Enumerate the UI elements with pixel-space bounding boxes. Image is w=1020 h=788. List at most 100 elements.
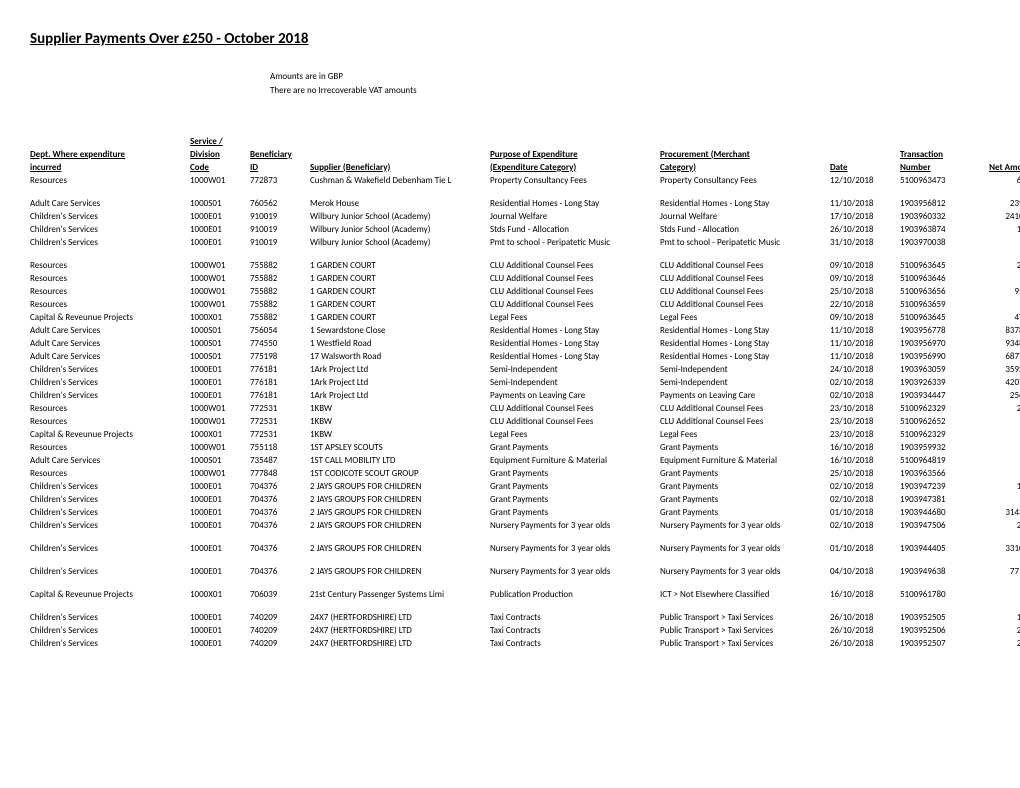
table-cell: 1903952507	[900, 638, 975, 649]
table-cell: 09/10/2018	[830, 312, 900, 323]
table-cell: 1903956970	[900, 338, 975, 349]
table-cell: 2379	[975, 260, 1020, 271]
table-cell: Children's Services	[30, 494, 190, 505]
table-cell: CLU Additional Counsel Fees	[490, 416, 660, 427]
table-cell: 11/10/2018	[830, 198, 900, 209]
table-cell: 755882	[250, 286, 310, 297]
table-cell: CLU Additional Counsel Fees	[660, 286, 830, 297]
table-cell: Publication Production	[490, 589, 660, 600]
table-cell: Nursery Payments for 3 year olds	[660, 566, 830, 577]
table-cell: 1000X01	[190, 312, 250, 323]
table-cell: Stds Fund - Allocation	[490, 224, 660, 235]
table-cell: 256.85	[975, 390, 1020, 401]
table-cell: Wilbury Junior School (Academy)	[310, 224, 490, 235]
table-cell: Children's Services	[30, 377, 190, 388]
table-cell: 1000E01	[190, 237, 250, 248]
table-cell: 02/10/2018	[830, 390, 900, 401]
note-gbp: Amounts are in GBP	[270, 70, 990, 84]
table-cell: Resources	[30, 286, 190, 297]
table-cell: 01/10/2018	[830, 543, 900, 554]
row-spacer	[30, 533, 1020, 541]
table-cell: Nursery Payments for 3 year olds	[490, 566, 660, 577]
table-cell: 910019	[250, 211, 310, 222]
hdr-ben	[250, 137, 310, 148]
table-cell: 1000E01	[190, 612, 250, 623]
hdr-proc-1: Procurement (Merchant	[660, 150, 830, 161]
table-cell: Stds Fund - Allocation	[660, 224, 830, 235]
hdr-ben-2: ID	[250, 163, 310, 174]
table-cell: Cushman & Wakefield Debenham Tie L	[310, 175, 490, 186]
table-cell: 1000S01	[190, 351, 250, 362]
table-cell: Residential Homes - Long Stay	[490, 325, 660, 336]
table-cell: Residential Homes - Long Stay	[490, 338, 660, 349]
table-cell: Legal Fees	[660, 312, 830, 323]
table-cell: 2600	[975, 520, 1020, 531]
hdr-txn-2: Number	[900, 163, 975, 174]
table-cell: Capital & Reveunue Projects	[30, 429, 190, 440]
table-cell: 1903952505	[900, 612, 975, 623]
table-cell: 755882	[250, 260, 310, 271]
table-cell: 1ST APSLEY SCOUTS	[310, 442, 490, 453]
table-cell: Pmt to school - Peripatetic Music	[660, 237, 830, 248]
table-cell: 1000W01	[190, 286, 250, 297]
table-cell: 31/10/2018	[830, 237, 900, 248]
table-cell: 25/10/2018	[830, 286, 900, 297]
table-cell: Children's Services	[30, 638, 190, 649]
table-cell: 04/10/2018	[830, 566, 900, 577]
table-cell: 02/10/2018	[830, 377, 900, 388]
table-cell: Children's Services	[30, 543, 190, 554]
table-cell: Residential Homes - Long Stay	[660, 338, 830, 349]
table-cell: 17/10/2018	[830, 211, 900, 222]
hdr-purp-1: Purpose of Expenditure	[490, 150, 660, 161]
hdr-purp-2: (Expenditure Category)	[490, 163, 660, 174]
table-cell: 6700	[975, 175, 1020, 186]
table-cell: Grant Payments	[660, 468, 830, 479]
table-cell: Pmt to school - Peripatetic Music	[490, 237, 660, 248]
table-cell: 565	[975, 455, 1020, 466]
hdr-net-b	[975, 150, 1020, 161]
table-cell: 1ST CODICOTE SCOUT GROUP	[310, 468, 490, 479]
table-cell: 1903960332	[900, 211, 975, 222]
hdr-proc	[660, 137, 830, 148]
table-cell: 704376	[250, 520, 310, 531]
table-cell: Legal Fees	[660, 429, 830, 440]
table-cell: CLU Additional Counsel Fees	[490, 286, 660, 297]
table-cell: 02/10/2018	[830, 494, 900, 505]
table-cell: 1 GARDEN COURT	[310, 260, 490, 271]
table-cell: 1ST CALL MOBILITY LTD	[310, 455, 490, 466]
table-cell: Children's Services	[30, 481, 190, 492]
table-cell: Payments on Leaving Care	[660, 390, 830, 401]
table-cell: 740209	[250, 638, 310, 649]
table-cell: 704376	[250, 494, 310, 505]
table-cell: Children's Services	[30, 566, 190, 577]
table-cell: 2 JAYS GROUPS FOR CHILDREN	[310, 494, 490, 505]
hdr-dept-2: incurred	[30, 163, 190, 174]
table-cell: 776181	[250, 390, 310, 401]
table-cell: Capital & Reveunue Projects	[30, 589, 190, 600]
table-cell: 774550	[250, 338, 310, 349]
hdr-div-2: Division	[190, 150, 250, 161]
table-cell: 1000E01	[190, 364, 250, 375]
table-cell: 487	[975, 237, 1020, 248]
table-cell: 26/10/2018	[830, 612, 900, 623]
table-cell: 1 Sewardstone Close	[310, 325, 490, 336]
hdr-net-2: Net Amount	[975, 163, 1020, 174]
table-cell: Adult Care Services	[30, 338, 190, 349]
table-cell: 1000E01	[190, 390, 250, 401]
table-cell: 775198	[250, 351, 310, 362]
table-cell: 1903934447	[900, 390, 975, 401]
table-cell: Grant Payments	[660, 481, 830, 492]
table-cell: 3143.05	[975, 507, 1020, 518]
table-cell: 24/10/2018	[830, 364, 900, 375]
table-cell: 5100962329	[900, 403, 975, 414]
table-cell: Resources	[30, 273, 190, 284]
table-cell: 772531	[250, 429, 310, 440]
table-cell: CLU Additional Counsel Fees	[490, 403, 660, 414]
hdr-supp	[310, 137, 490, 148]
table-cell: 5100961780	[900, 589, 975, 600]
table-cell: 16/10/2018	[830, 589, 900, 600]
table-cell: 760562	[250, 198, 310, 209]
table-cell: Public Transport > Taxi Services	[660, 612, 830, 623]
table-cell: CLU Additional Counsel Fees	[660, 416, 830, 427]
table-cell: CLU Additional Counsel Fees	[660, 403, 830, 414]
